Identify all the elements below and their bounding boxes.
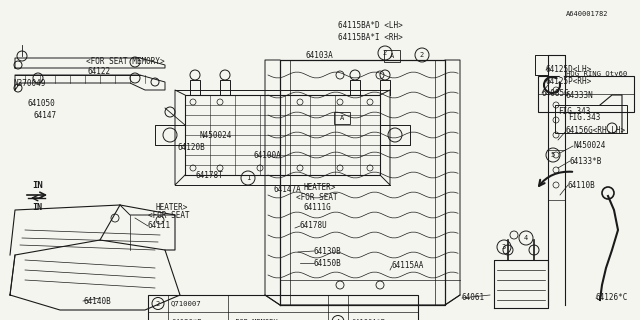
Text: 64111G: 64111G (303, 204, 331, 212)
Text: 64156G<RH,LH>: 64156G<RH,LH> (566, 126, 626, 135)
Text: 64100A: 64100A (253, 151, 281, 161)
Text: 2: 2 (383, 50, 387, 56)
Text: 4: 4 (336, 318, 340, 320)
Bar (538, 76, 634, 112)
Text: A: A (390, 53, 394, 59)
Bar (384, 50, 400, 62)
Text: 64178T: 64178T (196, 171, 224, 180)
Text: 64130B: 64130B (314, 246, 342, 255)
Text: <FOR SEAT MEMORY>: <FOR SEAT MEMORY> (86, 58, 164, 67)
Text: 3: 3 (502, 244, 506, 250)
Text: 64140B: 64140B (83, 297, 111, 306)
Text: 5: 5 (551, 152, 555, 158)
Bar (555, 105, 627, 133)
Text: <FOR SEAT: <FOR SEAT (148, 212, 189, 220)
Text: 64333N: 64333N (566, 91, 594, 100)
Text: <FOR SEAT: <FOR SEAT (296, 194, 338, 203)
Text: 64106A*B: 64106A*B (351, 318, 385, 320)
Text: 64150B: 64150B (314, 259, 342, 268)
Text: 64115BA*I <RH>: 64115BA*I <RH> (338, 34, 403, 43)
Text: 64126*B: 64126*B (171, 318, 202, 320)
Text: HEATER>: HEATER> (303, 183, 335, 193)
Bar (334, 112, 350, 124)
Text: HEATER>: HEATER> (155, 203, 188, 212)
Text: 64120B: 64120B (178, 143, 205, 153)
Text: 64085G: 64085G (542, 89, 570, 98)
Text: 1: 1 (246, 175, 250, 181)
Text: Q710007: Q710007 (171, 300, 202, 307)
Text: FIG.343: FIG.343 (558, 108, 590, 116)
Text: 64147: 64147 (34, 110, 57, 119)
Text: 64111: 64111 (148, 221, 171, 230)
Text: N370049: N370049 (14, 78, 46, 87)
Text: 2: 2 (156, 300, 160, 307)
Text: 64115BA*D <LH>: 64115BA*D <LH> (338, 21, 403, 30)
Text: A: A (340, 115, 344, 121)
Text: 64115AA: 64115AA (392, 261, 424, 270)
Text: 64061: 64061 (462, 293, 485, 302)
Text: 64122: 64122 (88, 68, 111, 76)
Text: IN: IN (32, 203, 42, 212)
Text: 641050: 641050 (28, 100, 56, 108)
Text: HOG RING Qty60: HOG RING Qty60 (566, 71, 627, 77)
Text: 64125D<LH>: 64125D<LH> (546, 66, 592, 75)
Text: 64103A: 64103A (305, 52, 333, 60)
Text: FIG.343: FIG.343 (568, 114, 600, 123)
Text: 64110B: 64110B (568, 180, 596, 189)
Text: 64126*C: 64126*C (596, 293, 628, 302)
Text: <FOR MEMORY>: <FOR MEMORY> (231, 318, 282, 320)
Text: 64178U: 64178U (300, 221, 328, 230)
Text: 64147A: 64147A (274, 185, 301, 194)
Text: A640001782: A640001782 (566, 11, 609, 17)
Text: 2: 2 (420, 52, 424, 58)
Text: N450024: N450024 (573, 141, 605, 150)
Text: 4: 4 (524, 235, 528, 241)
Text: 64125P<RH>: 64125P<RH> (546, 76, 592, 85)
Text: N450024: N450024 (200, 132, 232, 140)
Text: IN: IN (32, 180, 43, 189)
Bar (148, 295, 418, 320)
Text: 64133*B: 64133*B (570, 156, 602, 165)
